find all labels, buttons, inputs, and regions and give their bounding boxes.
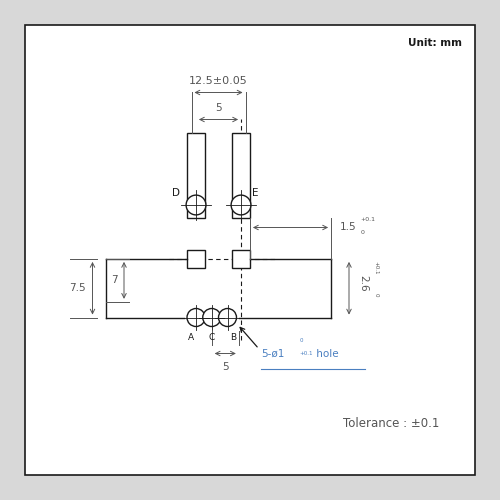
Text: 5: 5 xyxy=(222,362,228,372)
Text: 12.5±0.05: 12.5±0.05 xyxy=(189,76,248,86)
Text: 0: 0 xyxy=(360,230,364,234)
Text: B: B xyxy=(230,333,236,342)
Text: 5-ø1: 5-ø1 xyxy=(262,349,284,359)
Text: hole: hole xyxy=(313,349,338,359)
Text: 2.6: 2.6 xyxy=(358,276,368,292)
Text: +0.1: +0.1 xyxy=(360,217,376,222)
Circle shape xyxy=(203,308,221,326)
Bar xyxy=(232,133,250,218)
Circle shape xyxy=(231,195,251,215)
Text: 1.5: 1.5 xyxy=(340,222,356,232)
Text: D: D xyxy=(172,188,180,198)
Text: 0: 0 xyxy=(300,338,303,343)
Circle shape xyxy=(187,308,205,326)
Text: +0.1: +0.1 xyxy=(374,261,379,274)
Text: 5: 5 xyxy=(215,102,222,113)
Text: Unit: mm: Unit: mm xyxy=(408,38,462,48)
Bar xyxy=(232,250,250,268)
Bar xyxy=(187,250,205,268)
Circle shape xyxy=(218,308,236,326)
Text: 7.5: 7.5 xyxy=(69,283,86,293)
Text: 0: 0 xyxy=(374,292,379,296)
Text: 7: 7 xyxy=(110,276,117,285)
Circle shape xyxy=(186,195,206,215)
Text: C: C xyxy=(208,333,215,342)
Bar xyxy=(187,133,205,218)
Text: A: A xyxy=(188,333,194,342)
Text: +0.1: +0.1 xyxy=(300,351,313,356)
Text: Tolerance : ±0.1: Tolerance : ±0.1 xyxy=(342,417,439,430)
Text: E: E xyxy=(252,188,259,198)
